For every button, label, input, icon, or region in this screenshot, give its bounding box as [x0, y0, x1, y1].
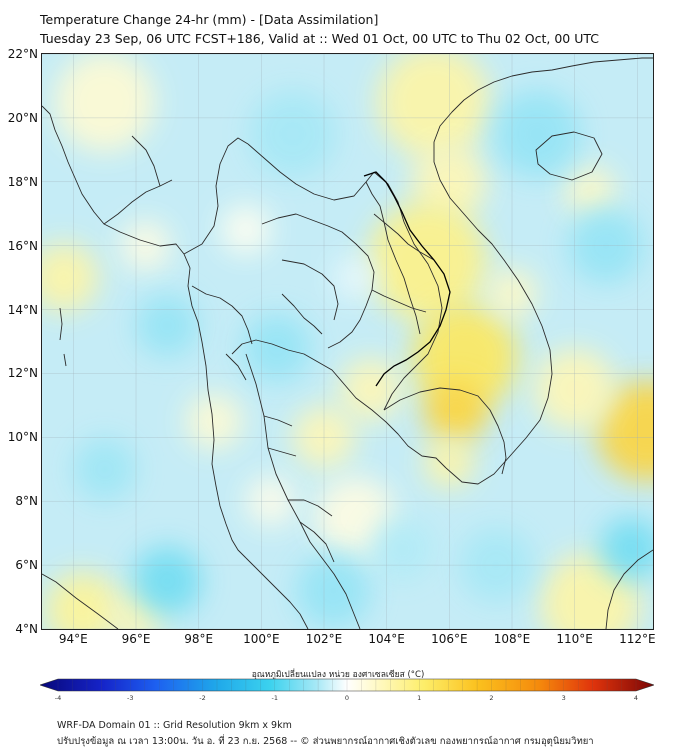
anomaly-patch [45, 572, 121, 629]
lon-label: 104°E [368, 632, 405, 646]
lat-label: 10°N [7, 430, 38, 445]
lat-label: 18°N [7, 174, 38, 189]
colorbar-tick-label: 0 [344, 694, 350, 702]
anomaly-patch [333, 255, 378, 300]
lon-label: 112°E [619, 632, 656, 646]
lon-label: 106°E [431, 632, 468, 646]
anomaly-patch [367, 202, 487, 322]
lat-label: 16°N [7, 238, 38, 253]
credit-line: ปรับปรุงข้อมูล ณ เวลา 13:00น. วัน อ. ที่… [57, 736, 594, 747]
lat-label: 6°N [15, 558, 38, 573]
anomaly-patch [565, 166, 616, 217]
colorbar-tick-label: -2 [199, 694, 206, 702]
temperature-change-map [42, 54, 653, 629]
anomaly-patch [220, 204, 271, 255]
colorbar-tick-label: 2 [489, 694, 494, 702]
map-subtitle: Tuesday 23 Sep, 06 UTC FCST+186, Valid a… [40, 31, 600, 46]
anomaly-patch [377, 54, 491, 159]
anomaly-patch [132, 546, 202, 616]
map-panel [41, 53, 654, 630]
anomaly-patch [371, 517, 434, 581]
anomaly-patch [424, 380, 487, 444]
colorbar-tick-label: 1 [417, 694, 422, 702]
lat-label: 12°N [7, 366, 38, 381]
colorbar-tick-label: -4 [54, 694, 62, 702]
colorbar-tick-label: 4 [633, 694, 639, 702]
map-title: Temperature Change 24-hr (mm) - [Data As… [40, 12, 379, 27]
lon-label: 100°E [243, 632, 280, 646]
colorbar-gradient [40, 678, 654, 692]
lat-label: 14°N [7, 302, 38, 317]
lat-label: 8°N [15, 494, 38, 509]
anomaly-patch [493, 90, 581, 178]
colorbar-tick-marks [57, 679, 637, 691]
lat-label: 4°N [15, 622, 38, 636]
colorbar-tick-label: -1 [271, 694, 278, 702]
colorbar [40, 678, 654, 692]
anomaly-patch [54, 54, 155, 152]
lon-label: 102°E [305, 632, 343, 646]
lon-label: 98°E [184, 632, 214, 646]
lon-label: 96°E [121, 632, 151, 646]
lat-label: 20°N [7, 110, 38, 125]
anomaly-patch [186, 393, 243, 450]
lat-lon-grid [42, 54, 653, 629]
colorbar-title: อุณหภูมิเปลี่ยนแปลง หน่วย องศาเซลเซียส (… [251, 670, 425, 680]
lon-label: 110°E [556, 632, 593, 646]
anomaly-patch [242, 313, 312, 383]
laos-thailand-border [363, 171, 451, 387]
anomaly-patch [599, 517, 653, 581]
colorbar-tick-label: -3 [127, 694, 134, 702]
model-info: WRF-DA Domain 01 :: Grid Resolution 9km … [57, 720, 292, 731]
anomaly-patch [42, 243, 99, 313]
anomaly-patch [73, 438, 136, 501]
lat-label: 22°N [7, 47, 38, 61]
colorbar-tick-label: 3 [561, 694, 566, 702]
lon-label: 94°E [58, 632, 88, 646]
anomaly-patch [248, 90, 337, 178]
lon-label: 108°E [493, 632, 531, 646]
anomaly-patch [136, 294, 199, 357]
anomaly-patch [295, 553, 371, 629]
coastlines-and-borders [42, 57, 653, 629]
